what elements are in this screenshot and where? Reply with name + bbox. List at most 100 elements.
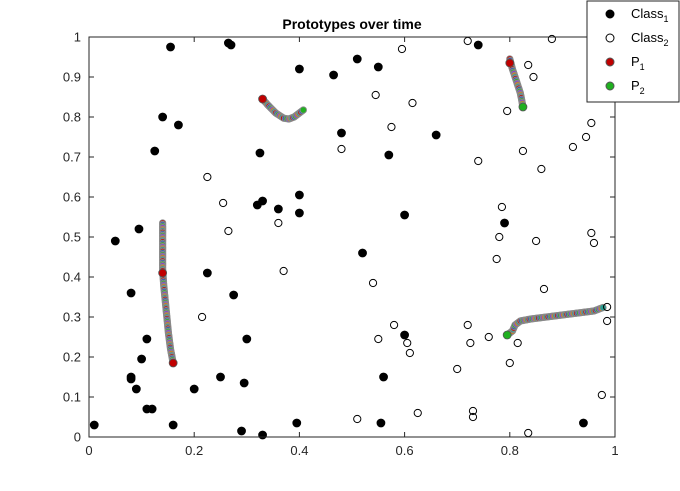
x-tick-label: 0.6 <box>396 443 414 458</box>
class2-point <box>532 236 541 246</box>
class2-point <box>495 232 504 242</box>
class1-point <box>358 248 367 258</box>
class1-point <box>352 54 362 64</box>
class1-point <box>258 196 267 206</box>
class2-point <box>224 226 233 236</box>
class2-point <box>497 202 507 212</box>
class2-point <box>484 332 493 342</box>
y-tick-label: 0.1 <box>63 390 81 405</box>
class1-point <box>273 204 283 214</box>
class1-point <box>239 378 249 388</box>
legend-label: Class2 <box>631 30 669 48</box>
class1-point <box>294 208 304 218</box>
x-tick-label: 0 <box>85 443 92 458</box>
y-tick-label: 0.7 <box>63 150 81 165</box>
class1-point <box>579 418 588 428</box>
class1-point <box>229 290 239 300</box>
trajectory-point <box>299 106 307 114</box>
class2-point <box>568 142 578 152</box>
class2-point <box>389 320 399 330</box>
class2-point <box>587 118 596 128</box>
plot-area <box>89 37 615 437</box>
class2-point <box>466 338 475 348</box>
class1-point <box>376 418 386 428</box>
legend-marker <box>605 33 615 43</box>
class2-point <box>413 408 422 418</box>
class1-point <box>147 404 157 414</box>
p1-point <box>168 358 178 368</box>
class2-point <box>492 254 501 264</box>
class1-point <box>202 268 212 278</box>
class2-point <box>274 218 283 228</box>
class2-point <box>597 390 606 400</box>
class1-point <box>237 426 246 436</box>
p2-point <box>518 102 528 112</box>
class1-point <box>89 420 99 430</box>
chart-title: Prototypes over time <box>282 16 421 32</box>
class1-point <box>110 236 120 246</box>
legend-marker <box>605 57 615 67</box>
class1-point <box>384 150 394 160</box>
class1-point <box>189 384 199 394</box>
class1-point <box>126 288 136 298</box>
class1-point <box>294 64 304 74</box>
class2-point <box>505 358 514 368</box>
class1-point <box>500 218 509 228</box>
class2-point <box>603 302 612 312</box>
legend-label: P1 <box>631 54 645 72</box>
class1-point <box>158 112 168 122</box>
class2-point <box>397 44 407 54</box>
class2-point <box>539 284 549 294</box>
data-points <box>89 34 612 440</box>
x-tick-label: 1 <box>611 443 618 458</box>
class1-point <box>166 42 175 52</box>
class1-point <box>294 190 304 200</box>
class1-point <box>174 120 183 130</box>
p2-point <box>502 330 512 340</box>
p1-point <box>505 58 515 68</box>
class2-point <box>405 348 414 358</box>
legend-marker <box>605 81 615 91</box>
p1-point <box>158 268 168 278</box>
class1-point <box>431 130 441 140</box>
class1-point <box>329 70 338 80</box>
class2-point <box>524 60 533 70</box>
class2-point <box>279 266 288 276</box>
y-tick-label: 0.3 <box>63 310 81 325</box>
class2-point <box>219 198 228 208</box>
class2-point <box>368 278 378 288</box>
class1-point <box>142 334 152 344</box>
class2-point <box>513 338 522 348</box>
axes: 0 0.2 0.4 0.6 0.8 1 0 0.1 0.2 0.3 0.4 0.5 0.6 0.7 0.8 0… <box>63 30 619 459</box>
class1-point <box>258 430 267 440</box>
class1-point <box>337 128 346 138</box>
class1-point <box>168 420 178 430</box>
p1-point <box>258 94 267 104</box>
class2-point <box>387 122 396 132</box>
legend: Class1 Class2 P1 P2 <box>586 0 680 103</box>
class2-point <box>468 412 478 422</box>
class2-point <box>453 364 462 374</box>
y-tick-label: 0.5 <box>63 230 81 245</box>
class1-point <box>242 334 252 344</box>
x-tick-label: 0.2 <box>185 443 203 458</box>
y-tick-label: 0.4 <box>63 270 81 285</box>
class2-point <box>537 164 546 174</box>
y-tick-label: 0.2 <box>63 350 81 365</box>
class1-point <box>400 330 410 340</box>
class1-point <box>134 224 144 234</box>
class1-point <box>373 62 383 72</box>
class1-point <box>255 148 265 158</box>
class2-point <box>374 334 383 344</box>
class1-point <box>400 210 410 220</box>
legend-label: Class1 <box>631 6 669 24</box>
class2-point <box>529 72 538 82</box>
class2-point <box>203 172 212 182</box>
y-tick-label: 1 <box>74 30 81 45</box>
y-tick-label: 0 <box>74 430 81 445</box>
class2-point <box>408 98 417 108</box>
class1-point <box>292 418 302 428</box>
class2-point <box>371 90 380 100</box>
class1-point <box>473 40 483 50</box>
class1-point <box>216 372 225 382</box>
